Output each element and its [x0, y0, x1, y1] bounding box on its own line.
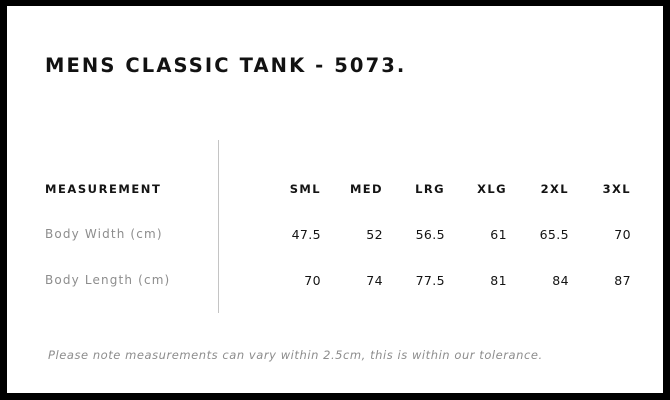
table-vertical-divider: [218, 140, 219, 313]
cell-body-width-3xl: 70: [614, 226, 631, 242]
cell-body-length-xlg: 81: [490, 272, 507, 288]
cell-body-width-med: 52: [366, 226, 383, 242]
column-header-3xl: 3XL: [602, 181, 631, 196]
cell-body-width-2xl: 65.5: [539, 226, 569, 242]
column-header-lrg: LRG: [415, 181, 445, 196]
cell-body-length-sml: 70: [304, 272, 321, 288]
column-header-2xl: 2XL: [540, 181, 569, 196]
column-header-measurement: MEASUREMENT: [45, 181, 162, 196]
cell-body-width-xlg: 61: [490, 226, 507, 242]
page-title: MENS CLASSIC TANK - 5073.: [45, 54, 407, 77]
table-row: Body Length (cm) 70 74 77.5 81 84 87: [45, 257, 631, 303]
tolerance-footnote: Please note measurements can vary within…: [48, 348, 543, 362]
column-header-sml: SML: [289, 181, 321, 196]
cell-body-width-lrg: 56.5: [415, 226, 445, 242]
size-chart-table: MEASUREMENT SML MED LRG XLG 2XL 3XL Body…: [45, 166, 631, 303]
cell-body-length-3xl: 87: [614, 272, 631, 288]
cell-body-length-lrg: 77.5: [415, 272, 445, 288]
table-header-row: MEASUREMENT SML MED LRG XLG 2XL 3XL: [45, 166, 631, 211]
table-row: Body Width (cm) 47.5 52 56.5 61 65.5 70: [45, 211, 631, 257]
row-label-body-length: Body Length (cm): [45, 273, 171, 287]
row-label-body-width: Body Width (cm): [45, 227, 163, 241]
column-header-xlg: XLG: [477, 181, 507, 196]
cell-body-width-sml: 47.5: [291, 226, 321, 242]
cell-body-length-2xl: 84: [552, 272, 569, 288]
column-header-med: MED: [349, 181, 383, 196]
size-chart-card: MENS CLASSIC TANK - 5073. MEASUREMENT SM…: [7, 6, 663, 393]
cell-body-length-med: 74: [366, 272, 383, 288]
